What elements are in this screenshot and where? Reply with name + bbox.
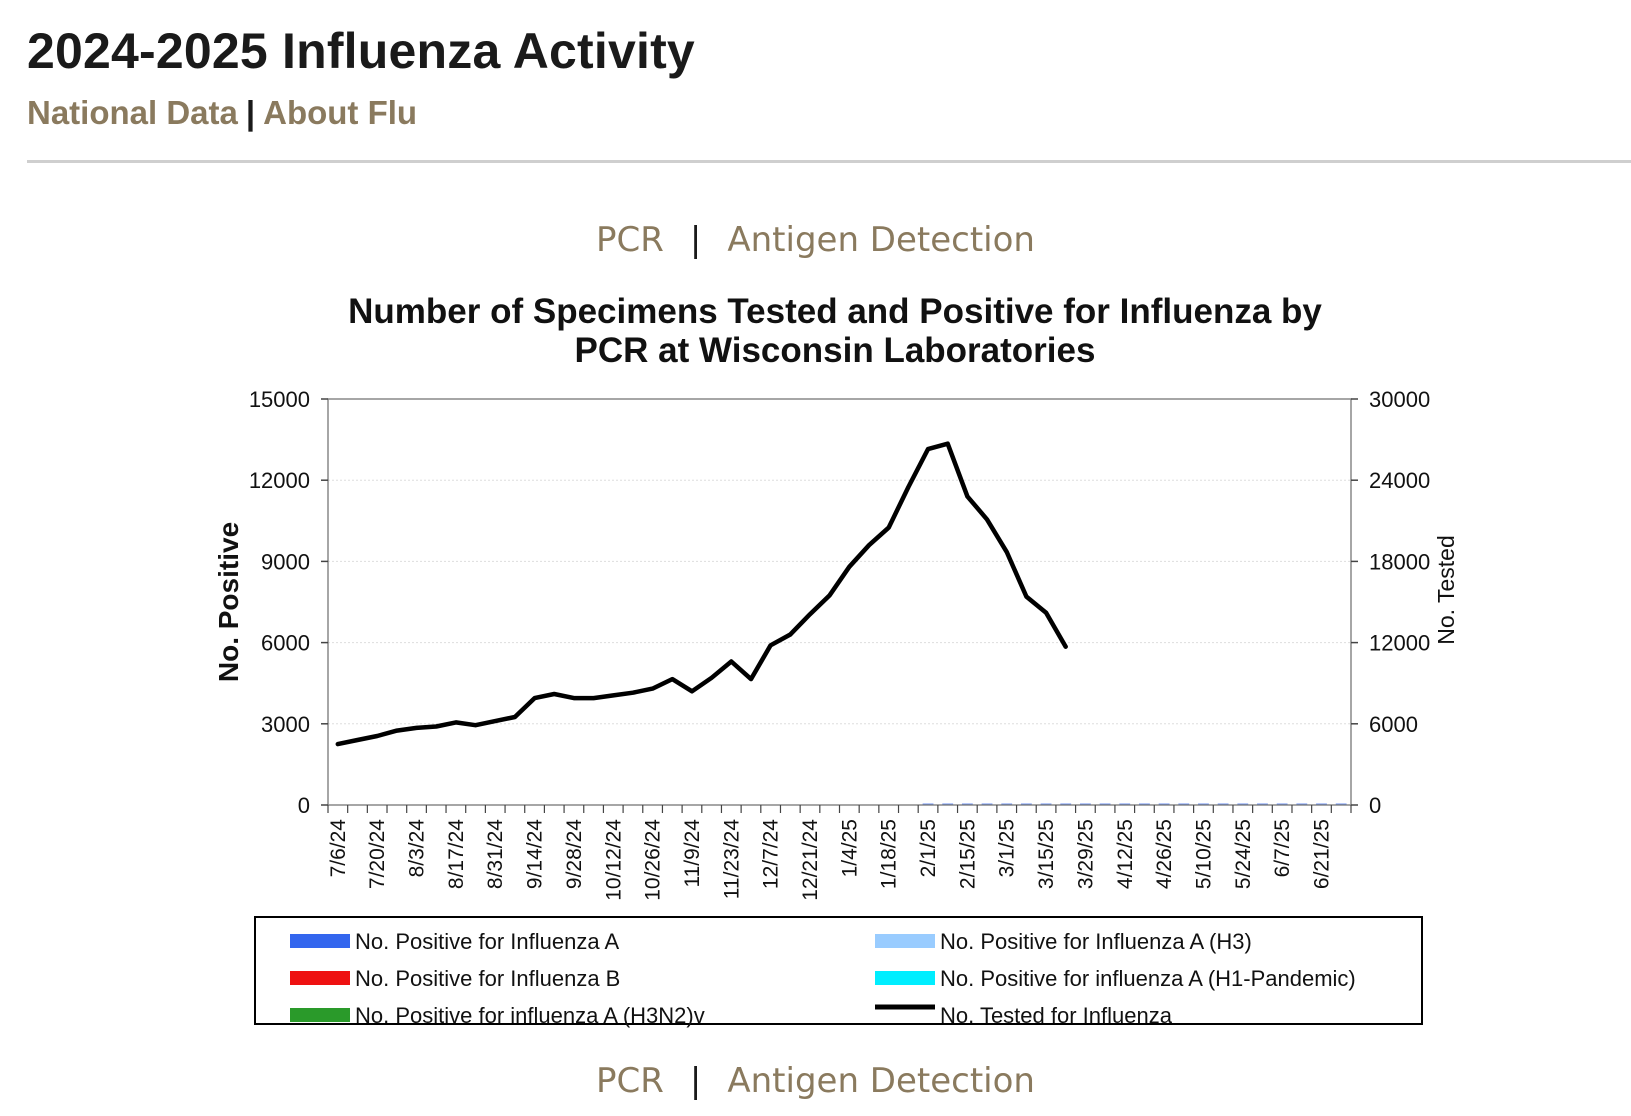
x-tick-label: 7/6/24 [327,819,350,878]
x-tick-label: 12/7/24 [760,819,783,889]
influenza-chart: Number of Specimens Tested and Positive … [213,292,1459,1028]
chart-nav-separator-bottom: | [689,1061,702,1101]
y2-tick-label: 30000 [1369,387,1430,412]
x-tick-label: 5/10/25 [1192,819,1215,889]
legend-label-flu-h3n2v: No. Positive for influenza A (H3N2)v [355,1003,705,1028]
x-tick-label: 3/15/25 [1035,819,1058,889]
y-axis-title-right: No. Tested [1433,535,1459,645]
y2-tick-label: 6000 [1369,712,1418,737]
x-tick-label: 11/9/24 [681,819,704,888]
x-tick-label: 2/1/25 [917,819,940,877]
x-tick-label: 5/24/25 [1232,819,1255,889]
y-tick-label: 3000 [261,712,310,737]
y-tick-label: 15000 [249,387,310,412]
chart-title-line-1: Number of Specimens Tested and Positive … [348,292,1322,331]
y-tick-label: 9000 [261,549,310,574]
y2-tick-label: 24000 [1369,468,1430,493]
x-tick-label: 9/14/24 [524,819,547,889]
chart-nav-top: PCR | Antigen Detection [0,220,1631,260]
x-tick-label: 10/12/24 [602,819,625,901]
x-tick-label: 12/21/24 [799,819,822,901]
y-tick-label: 0 [298,793,310,818]
x-tick-label: 10/26/24 [642,819,665,901]
pcr-link-bottom[interactable]: PCR [596,1061,664,1101]
antigen-detection-link-bottom[interactable]: Antigen Detection [727,1061,1035,1101]
legend-swatch-flu-h1 [875,971,935,985]
header-divider [27,160,1631,163]
antigen-detection-link[interactable]: Antigen Detection [727,220,1035,260]
y-axis-title-left: No. Positive [213,522,244,682]
x-tick-label: 4/26/25 [1153,819,1176,889]
pcr-link[interactable]: PCR [596,220,664,260]
x-tick-label: 1/18/25 [878,819,901,889]
x-tick-label: 8/3/24 [406,819,429,878]
x-tick-label: 8/31/24 [484,819,507,889]
right-y-axis: 0 6000 12000 18000 24000 30000 [1351,387,1430,818]
legend-swatch-flu-a [290,934,350,948]
legend: No. Positive for Influenza A No. Positiv… [254,916,1423,1028]
x-tick-label: 9/28/24 [563,819,586,889]
tested-line-layer [335,441,1068,747]
y2-tick-label: 0 [1369,793,1381,818]
y-tick-label: 12000 [249,468,310,493]
x-tick-label: 3/1/25 [996,819,1019,877]
sub-navigation: National Data | About Flu [27,94,417,132]
x-tick-label: 6/7/25 [1271,819,1294,877]
y-tick-label: 6000 [261,631,310,656]
y2-tick-label: 12000 [1369,631,1430,656]
legend-box [254,916,1423,1025]
y2-tick-label: 18000 [1369,549,1430,574]
legend-swatch-flu-h3n2v [290,1008,350,1022]
tested-line [335,441,1068,747]
x-axis: 7/6/24 7/20/24 8/3/24 8/17/24 8/31/24 9/14/24… [327,805,1352,901]
legend-label-flu-a: No. Positive for Influenza A [355,929,619,954]
national-data-link[interactable]: National Data [27,94,238,131]
legend-label-flu-a-h3: No. Positive for Influenza A (H3) [940,929,1252,954]
x-tick-label: 3/29/25 [1074,819,1097,889]
legend-swatch-flu-b [290,971,350,985]
about-flu-link[interactable]: About Flu [263,94,418,131]
gridlines [328,479,1351,725]
legend-swatch-flu-a-h3 [875,934,935,948]
legend-label-flu-b: No. Positive for Influenza B [355,966,620,991]
chart-title-line-2: PCR at Wisconsin Laboratories [575,331,1096,370]
subnav-separator: | [245,94,256,131]
x-tick-label: 11/23/24 [720,819,743,900]
x-tick-label: 2/15/25 [956,819,979,889]
legend-label-flu-h1: No. Positive for influenza A (H1-Pandemi… [940,966,1356,991]
x-tick-label: 4/12/25 [1114,819,1137,889]
chart-nav-bottom: PCR | Antigen Detection [0,1061,1631,1101]
x-tick-label: 6/21/25 [1310,819,1333,889]
page-title: 2024-2025 Influenza Activity [27,23,695,79]
plot-frame [327,398,1352,806]
legend-label-tested: No. Tested for Influenza [940,1003,1173,1028]
left-y-axis: 0 3000 6000 9000 12000 15000 [249,387,328,818]
x-tick-label: 8/17/24 [445,819,468,889]
x-tick-label: 7/20/24 [366,819,389,889]
chart-nav-separator: | [689,220,702,260]
x-tick-label: 1/4/25 [838,819,861,877]
